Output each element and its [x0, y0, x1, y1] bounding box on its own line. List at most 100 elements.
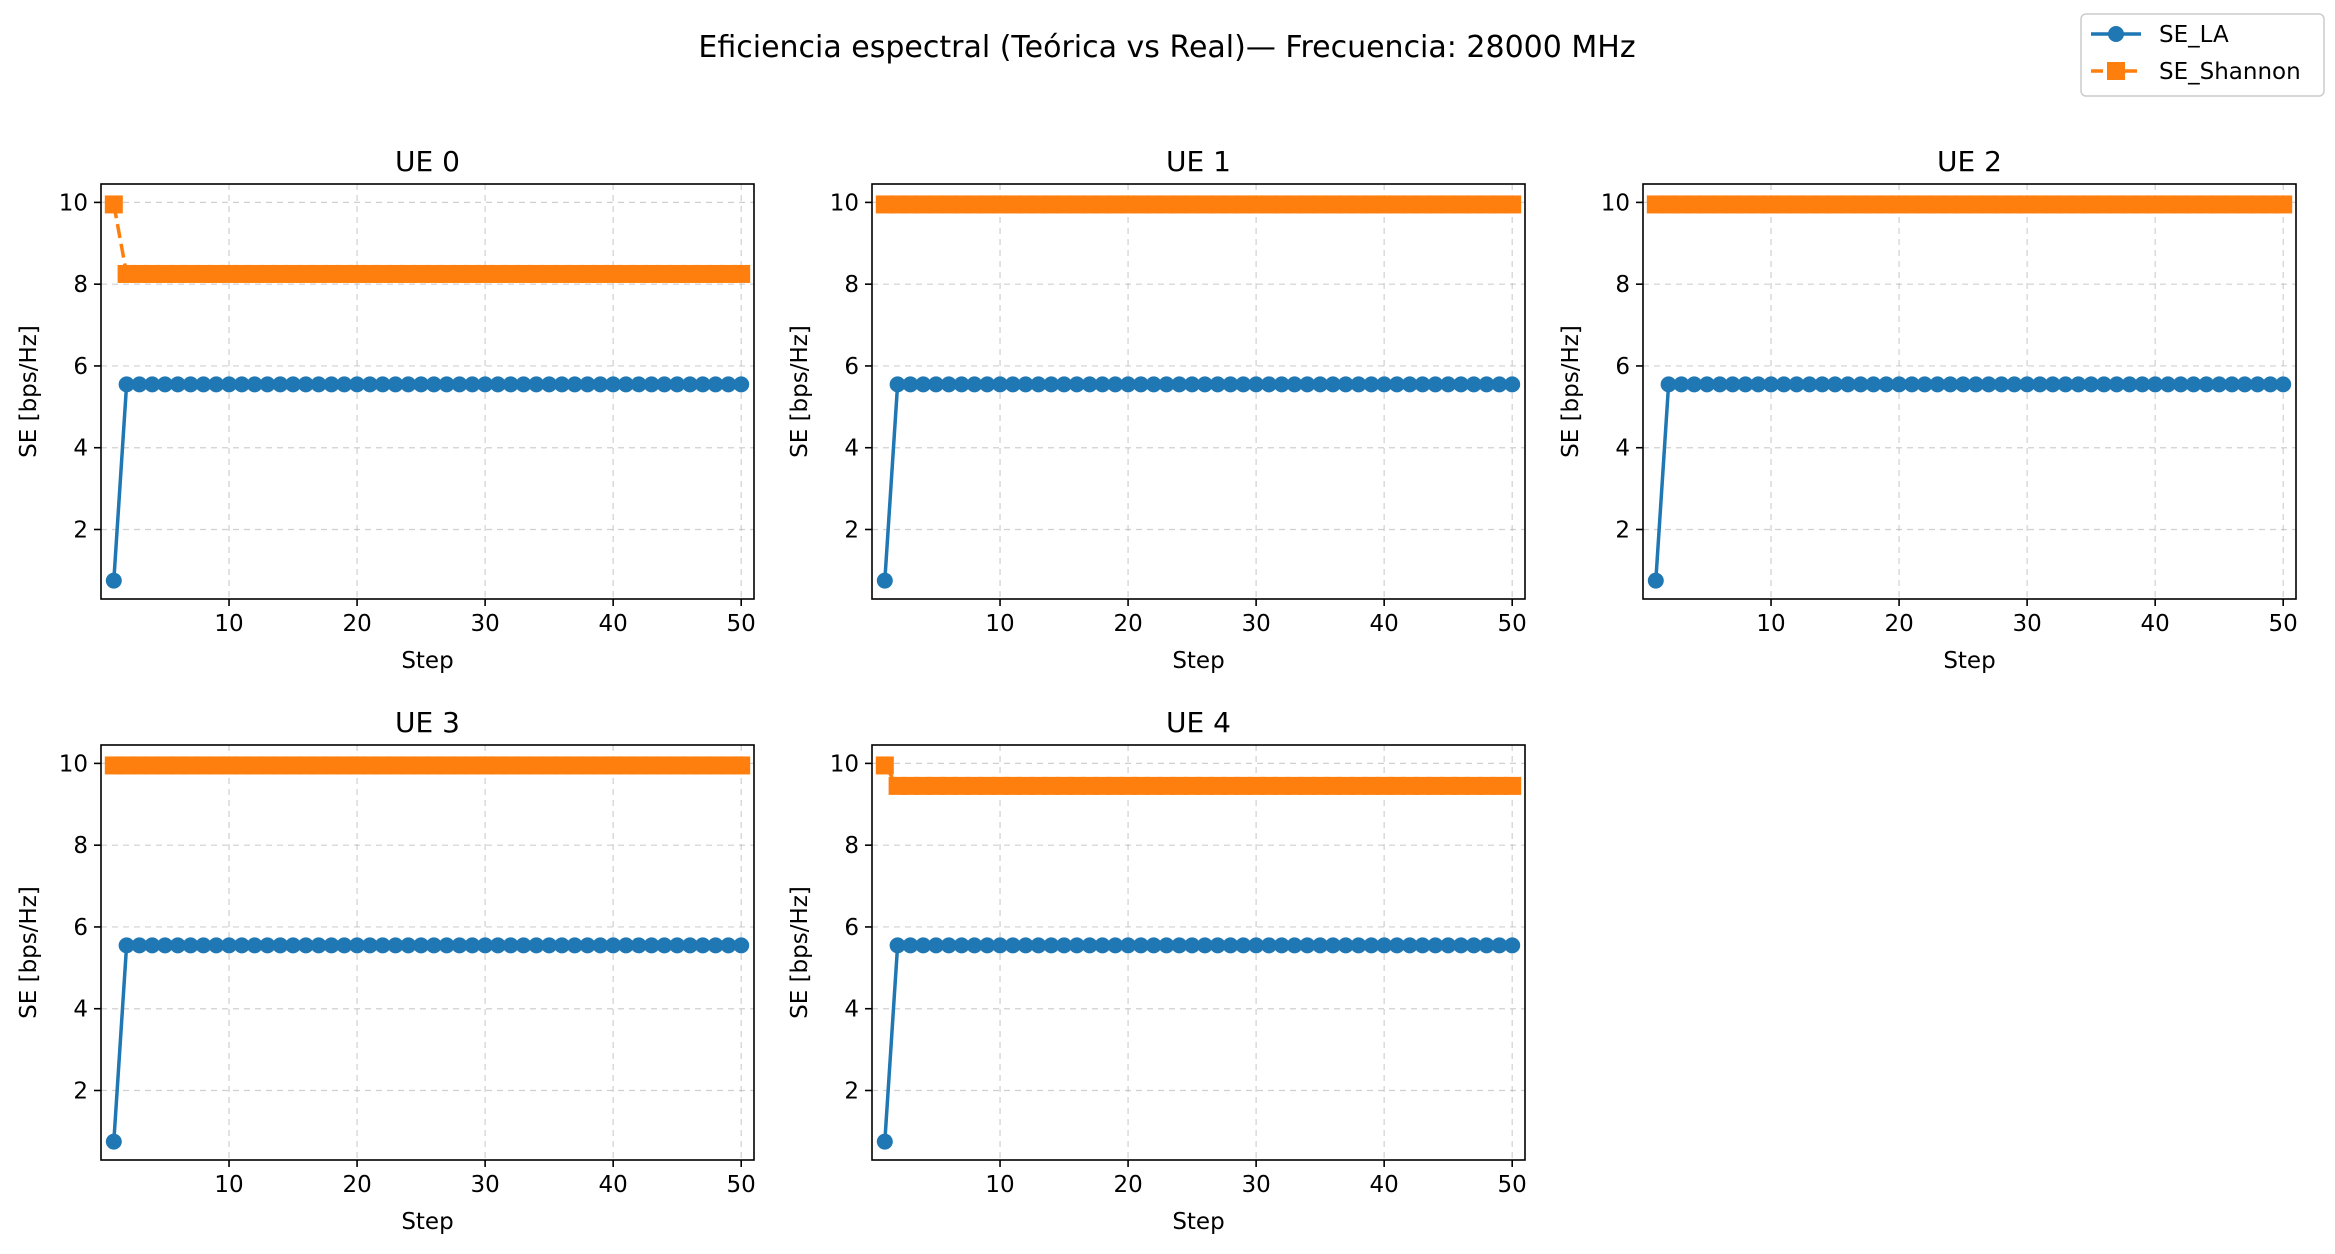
point-se-la: [2275, 376, 2292, 393]
point-se-la: [1324, 937, 1341, 954]
point-se-la: [2134, 376, 2151, 393]
point-se-la: [374, 376, 391, 393]
point-se-la: [541, 937, 558, 954]
point-se-la: [157, 937, 174, 954]
point-se-la: [118, 376, 135, 393]
point-se-la: [1465, 376, 1482, 393]
point-se-la: [1273, 376, 1290, 393]
point-se-la: [1955, 376, 1972, 393]
x-axis-label: Step: [401, 648, 453, 674]
point-se-la: [1094, 376, 1111, 393]
legend: SE_LA SE_Shannon: [2080, 13, 2325, 97]
point-se-la: [413, 937, 430, 954]
point-se-la: [221, 376, 238, 393]
series-line-se-la: [112, 382, 742, 581]
point-se-la: [1401, 937, 1418, 954]
y-tick-label: 4: [1615, 436, 1630, 462]
point-se-la: [451, 376, 468, 393]
point-se-la: [720, 937, 737, 954]
point-se-la: [144, 937, 161, 954]
point-se-la: [1711, 376, 1728, 393]
point-se-la: [1388, 937, 1405, 954]
y-tick-label: 10: [59, 751, 88, 777]
point-se-la: [1929, 376, 1946, 393]
y-axis-label: SE [bps/Hz]: [787, 886, 813, 1019]
point-se-la: [1286, 376, 1303, 393]
y-tick-label: 6: [1615, 354, 1630, 380]
point-se-la: [515, 376, 532, 393]
point-se-la: [1324, 376, 1341, 393]
point-se-la: [1004, 376, 1021, 393]
point-se-la: [515, 937, 532, 954]
point-se-la: [694, 376, 711, 393]
point-se-la: [1209, 376, 1226, 393]
point-se-la: [928, 376, 945, 393]
point-se-la: [617, 376, 634, 393]
point-se-la: [349, 376, 366, 393]
point-se-la: [1056, 376, 1073, 393]
point-se-shannon: [1503, 195, 1522, 214]
point-se-la: [502, 376, 519, 393]
point-se-la: [630, 937, 647, 954]
point-se-la: [1184, 376, 1201, 393]
point-se-la: [1017, 376, 1034, 393]
point-se-la: [1839, 376, 1856, 393]
figure-title: Eficiencia espectral (Teórica vs Real)— …: [698, 30, 1635, 65]
point-se-la: [1068, 376, 1085, 393]
point-se-la: [477, 937, 494, 954]
x-tick-label: 50: [1498, 1172, 1527, 1198]
x-tick-label: 50: [727, 1172, 756, 1198]
point-se-la: [1158, 937, 1175, 954]
point-se-la: [1993, 376, 2010, 393]
point-se-la: [1852, 376, 1869, 393]
axes-frame: [100, 744, 755, 1161]
point-se-la: [566, 376, 583, 393]
point-se-la: [1222, 376, 1239, 393]
point-se-shannon: [732, 756, 751, 775]
x-tick-label: 10: [985, 611, 1014, 637]
point-se-la: [246, 937, 263, 954]
point-se-la: [323, 376, 340, 393]
x-axis-label: Step: [1943, 648, 1995, 674]
point-se-la: [2236, 376, 2253, 393]
point-se-la: [1184, 937, 1201, 954]
point-se-la: [1107, 376, 1124, 393]
point-se-la: [707, 376, 724, 393]
axes-frame: [871, 744, 1526, 1161]
point-se-la: [489, 937, 506, 954]
y-tick-label: 2: [73, 517, 88, 543]
point-se-la: [681, 937, 698, 954]
y-tick-label: 2: [73, 1078, 88, 1104]
point-se-la: [681, 376, 698, 393]
point-se-la: [1350, 937, 1367, 954]
point-se-la: [361, 376, 378, 393]
point-se-la: [272, 376, 289, 393]
point-se-la: [131, 376, 148, 393]
point-se-la: [915, 937, 932, 954]
point-se-la: [1660, 376, 1677, 393]
point-se-la: [438, 376, 455, 393]
x-tick-label: 20: [342, 1172, 371, 1198]
point-se-la: [105, 1133, 122, 1150]
point-se-la: [2108, 376, 2125, 393]
point-se-la: [928, 937, 945, 954]
point-se-la: [1248, 376, 1265, 393]
legend-item-se-la: SE_LA: [2091, 22, 2229, 48]
point-se-la: [643, 376, 660, 393]
subplot-title: UE 3: [395, 706, 460, 739]
y-tick-label: 4: [844, 436, 859, 462]
point-se-la: [1235, 376, 1252, 393]
point-se-la: [707, 937, 724, 954]
series-line-se-la: [883, 943, 1513, 1142]
point-se-la: [2249, 376, 2266, 393]
point-se-la: [656, 937, 673, 954]
y-axis-label: SE [bps/Hz]: [1558, 325, 1584, 458]
point-se-la: [643, 937, 660, 954]
y-tick-label: 6: [73, 354, 88, 380]
point-se-la: [1068, 937, 1085, 954]
point-se-la: [1376, 937, 1393, 954]
point-se-la: [1030, 376, 1047, 393]
point-se-la: [953, 937, 970, 954]
point-se-la: [1363, 937, 1380, 954]
point-se-la: [259, 937, 276, 954]
